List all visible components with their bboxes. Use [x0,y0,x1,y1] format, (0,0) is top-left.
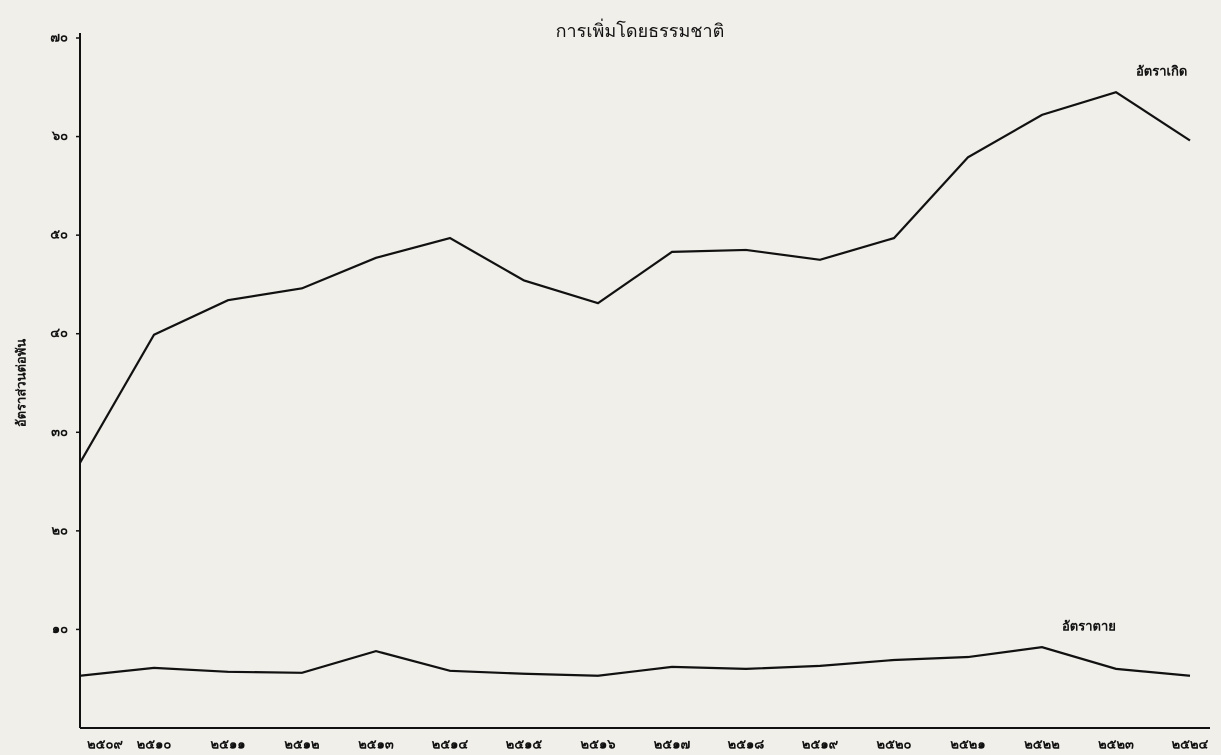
y-axis-label: อัตราส่วนต่อพัน [15,339,30,427]
chart-title: การเพิ่มโดยธรรมชาติ [556,18,725,42]
x-tick-label: ๒๕๑๒ [284,738,319,753]
x-tick-label: ๒๕๑๕ [506,738,543,753]
y-tick-label: ๒๐ [51,523,68,538]
series-line [79,91,1191,464]
x-tick-label: ๒๕๑๘ [728,738,765,753]
x-tick-label: ๒๕๑๔ [432,738,469,753]
y-tick-label: ๖๐ [51,129,68,144]
x-tick-label: ๒๕๑๐ [137,738,172,753]
y-tick-label: ๔๐ [50,326,68,341]
y-tick-label: ๕๐ [50,228,68,243]
x-tick-label: ๒๕๑๓ [358,738,394,753]
x-tick-label: ๒๕๒๑ [950,738,985,753]
series-line [79,646,1191,677]
x-tick-label: ๒๕๑๙ [802,738,839,753]
y-tick-label: ๗๐ [50,31,68,46]
x-tick-label: ๒๕๐๙ [87,738,123,753]
x-tick-label: ๒๕๒๐ [877,738,912,753]
y-tick-label: ๑๐ [52,622,68,637]
y-tick-label: ๓๐ [51,425,68,440]
x-tick-label: ๒๕๑๑ [211,738,246,753]
x-tick-label: ๒๕๒๓ [1098,738,1134,753]
series-label: อัตราตาย [1062,620,1116,635]
x-tick-label: ๒๕๒๒ [1024,738,1060,753]
x-tick-label: ๒๕๑๖ [581,738,616,753]
x-tick-label: ๒๕๒๔ [1172,738,1209,753]
series-label: อัตราเกิด [1136,65,1187,80]
x-tick-label: ๒๕๑๗ [654,738,691,753]
